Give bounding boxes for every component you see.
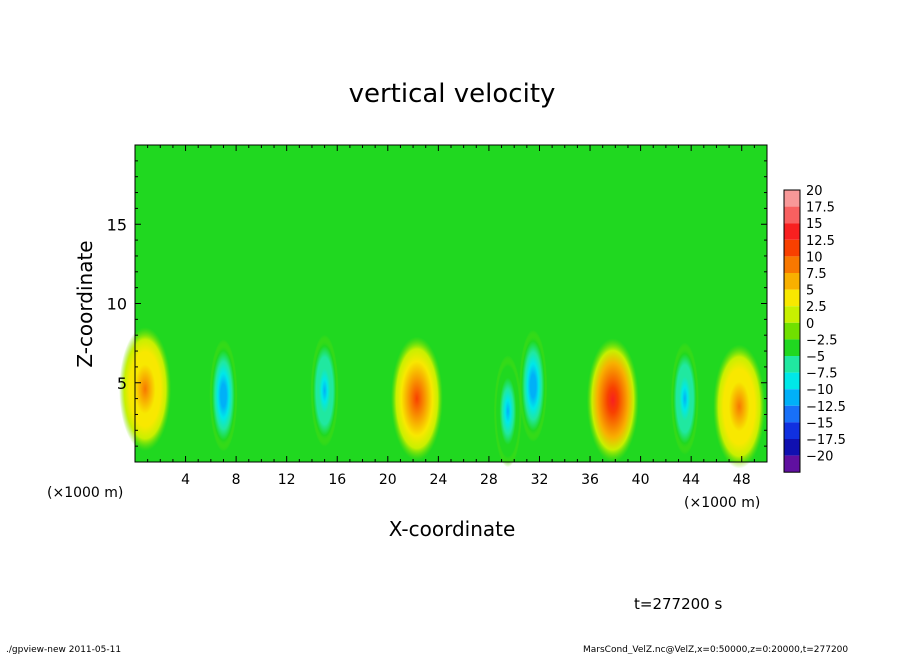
time-label: t=277200 s — [634, 595, 722, 613]
x-axis-ticks: 4 8 12 16 20 24 28 32 36 40 44 48 — [147, 145, 755, 488]
colorbar-label: −5 — [806, 350, 825, 365]
colorbar-label: 5 — [806, 284, 814, 299]
colorbar-label: −10 — [806, 383, 833, 398]
x-tick-label: 36 — [581, 472, 599, 488]
colorbar-bin — [784, 256, 800, 273]
colorbar-bin — [784, 239, 800, 257]
x-tick-label: 16 — [328, 472, 346, 488]
colorbar-bin — [784, 405, 800, 423]
colorbar-label: −12.5 — [806, 400, 846, 415]
x-unit-left: (×1000 m) — [47, 485, 123, 501]
y-tick-label: 15 — [107, 215, 127, 234]
x-tick-label: 8 — [232, 472, 241, 488]
colorbar-label: 10 — [806, 250, 823, 265]
colorbar-bin — [784, 372, 800, 390]
colorbar-label: 17.5 — [806, 201, 835, 216]
colorbar-bin — [784, 455, 800, 473]
colorbar-bin — [784, 322, 800, 340]
x-tick-label: 20 — [379, 472, 397, 488]
x-tick-label: 12 — [278, 472, 296, 488]
colorbar-frame — [783, 189, 801, 473]
chart-title: vertical velocity — [349, 79, 556, 109]
velocity-cell — [519, 329, 548, 442]
velocity-cell — [310, 334, 339, 447]
colorbar-bin — [784, 223, 800, 240]
colorbar-bin — [784, 306, 800, 323]
colorbar: 20 17.515 12.510 7.5 52.5 0−2.5 −5 −7.5−10 −12.5… — [783, 184, 846, 473]
x-unit-right: (×1000 m) — [684, 495, 760, 511]
velocity-cell — [713, 344, 766, 469]
colorbar-bin — [784, 289, 800, 307]
colorbar-label: −20 — [806, 450, 833, 465]
colorbar-bin — [784, 389, 800, 406]
velocity-cell — [670, 342, 699, 455]
colorbar-label: 2.5 — [806, 300, 827, 315]
velocity-field — [119, 327, 766, 469]
colorbar-label: −15 — [806, 416, 833, 431]
x-tick-label: 28 — [480, 472, 498, 488]
colorbar-label: −17.5 — [806, 433, 846, 448]
colorbar-label: 12.5 — [806, 234, 835, 249]
velocity-cell — [209, 339, 238, 452]
velocity-cell — [390, 336, 443, 461]
colorbar-label: −2.5 — [806, 333, 838, 348]
colorbar-bin — [784, 439, 800, 456]
velocity-cell — [119, 327, 172, 452]
colorbar-label: 7.5 — [806, 267, 827, 282]
colorbar-label: 20 — [806, 184, 823, 199]
y-axis-ticks: 5 10 15 — [107, 160, 767, 447]
x-tick-label: 40 — [632, 472, 650, 488]
y-tick-label: 5 — [117, 374, 127, 393]
plot-background — [135, 145, 767, 462]
x-axis-label: X-coordinate — [389, 517, 516, 541]
colorbar-bin — [784, 339, 800, 356]
colorbar-bin — [784, 190, 800, 207]
y-axis-label: Z-coordinate — [73, 240, 97, 367]
velocity-cell — [586, 338, 639, 463]
colorbar-label: 15 — [806, 217, 823, 232]
colorbar-bin — [784, 206, 800, 224]
plot-area — [119, 144, 768, 469]
velocity-cell — [493, 355, 522, 468]
x-tick-label: 44 — [682, 472, 700, 488]
colorbar-bin — [784, 422, 800, 439]
colorbar-bin — [784, 273, 800, 290]
x-tick-label: 32 — [531, 472, 549, 488]
colorbar-label: 0 — [806, 317, 814, 332]
colorbar-bin — [784, 356, 800, 373]
footer-left: ./gpview-new 2011-05-11 — [6, 645, 121, 654]
x-tick-label: 24 — [429, 472, 447, 488]
colorbar-label: −7.5 — [806, 367, 838, 382]
x-tick-label: 48 — [733, 472, 751, 488]
footer-right: MarsCond_VelZ.nc@VelZ,x=0:50000,z=0:2000… — [583, 645, 848, 654]
y-tick-label: 10 — [107, 295, 127, 314]
x-tick-label: 4 — [181, 472, 190, 488]
